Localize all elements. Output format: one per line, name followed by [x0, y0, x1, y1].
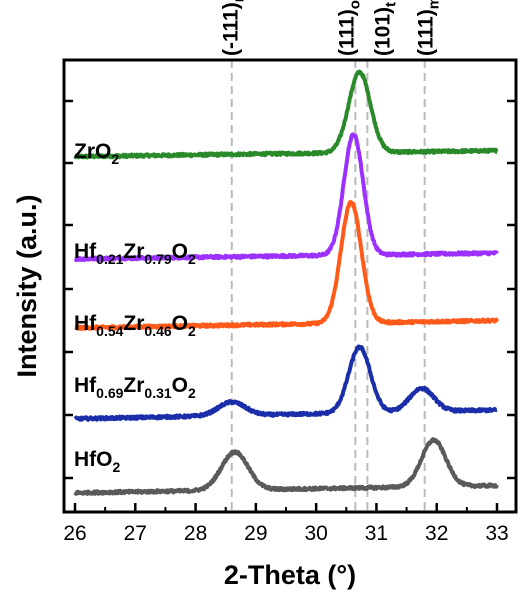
series-label-1: Hf0.21Zr0.79O2: [74, 240, 196, 267]
x-axis-title: 2-Theta (°): [224, 560, 356, 590]
x-tick-label-2: 28: [184, 522, 207, 545]
series-label-2: Hf0.54Zr0.46O2: [74, 312, 196, 339]
series-line-4: [73, 437, 499, 496]
x-tick-label-0: 26: [63, 522, 86, 545]
x-tick-label-5: 31: [365, 522, 388, 545]
series-line-1: [73, 132, 499, 263]
series-line-0: [73, 69, 499, 160]
x-tick-label-7: 33: [485, 522, 508, 545]
peak-label-1: (111)o: [335, 0, 363, 56]
x-tick-label-3: 29: [244, 522, 267, 545]
plot-area: ZrO2 Hf0.21Zr0.79O2 Hf0.54Zr0.46O2 Hf0.69Zr…: [12, 0, 518, 590]
x-tick-label-4: 30: [304, 522, 327, 545]
series-label-0: ZrO2: [74, 140, 119, 167]
plot-frame: [62, 58, 518, 514]
peak-label-0: (-111)m: [220, 0, 248, 56]
series-label-4: HfO2: [74, 448, 121, 475]
y-axis-title: Intensity (a.u.): [12, 194, 42, 377]
x-tick-label-1: 27: [124, 522, 147, 545]
series-line-3: [73, 344, 499, 422]
peak-label-3: (111)m: [415, 0, 443, 56]
series-label-3: Hf0.69Zr0.31O2: [74, 374, 196, 401]
peak-label-2: (101)t: [371, 2, 399, 56]
x-tick-label-6: 32: [425, 522, 448, 545]
series-line-2: [73, 199, 499, 332]
